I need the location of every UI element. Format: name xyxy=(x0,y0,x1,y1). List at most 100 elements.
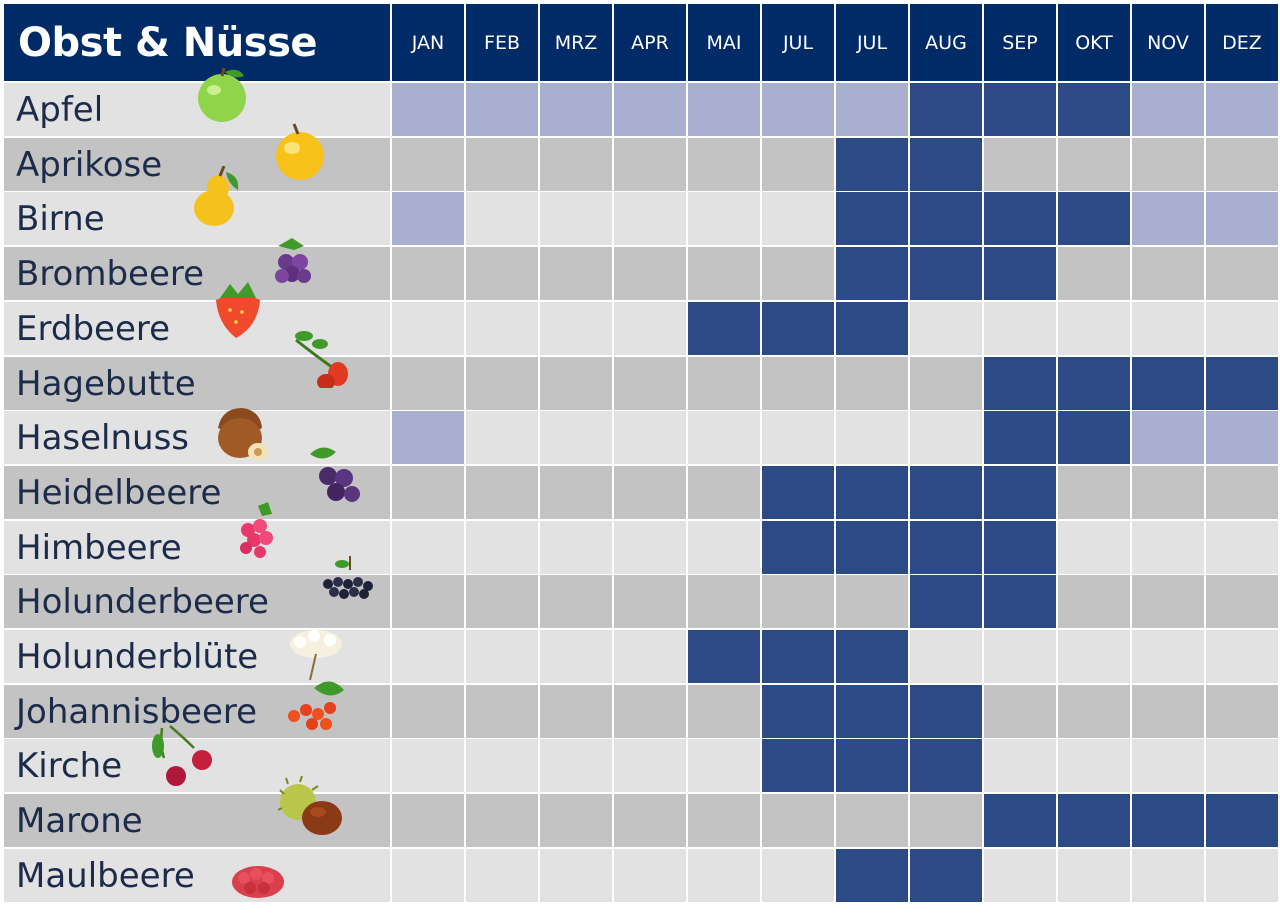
season-cell-13-3 xyxy=(540,739,612,792)
season-cell-11-2 xyxy=(466,630,538,683)
season-cell-12-12 xyxy=(1206,685,1278,738)
currant-icon xyxy=(288,681,344,730)
chestnut-icon xyxy=(278,775,342,835)
season-cell-2-4 xyxy=(614,138,686,191)
season-cell-9-2 xyxy=(466,521,538,574)
blackberry-icon xyxy=(275,238,311,283)
season-cell-13-4 xyxy=(614,739,686,792)
season-cell-11-11 xyxy=(1132,630,1204,683)
season-cell-15-11 xyxy=(1132,849,1204,902)
season-cell-15-4 xyxy=(614,849,686,902)
season-cell-4-12 xyxy=(1206,247,1278,300)
season-cell-1-1 xyxy=(392,83,464,136)
season-cell-14-3 xyxy=(540,794,612,847)
season-cell-5-11 xyxy=(1132,302,1204,355)
season-cell-8-12 xyxy=(1206,466,1278,519)
season-cell-3-9 xyxy=(984,192,1056,245)
season-cell-5-7 xyxy=(836,302,908,355)
season-cell-4-7 xyxy=(836,247,908,300)
season-cell-9-7 xyxy=(836,521,908,574)
row-label-15: Maulbeere xyxy=(4,849,390,902)
month-header-3: MRZ xyxy=(540,4,612,81)
season-cell-4-4 xyxy=(614,247,686,300)
season-cell-2-2 xyxy=(466,138,538,191)
season-cell-10-9 xyxy=(984,575,1056,628)
season-cell-13-6 xyxy=(762,739,834,792)
season-cell-8-4 xyxy=(614,466,686,519)
season-cell-6-11 xyxy=(1132,357,1204,410)
season-cell-11-6 xyxy=(762,630,834,683)
season-cell-8-10 xyxy=(1058,466,1130,519)
season-cell-13-1 xyxy=(392,739,464,792)
season-cell-15-2 xyxy=(466,849,538,902)
month-header-8: AUG xyxy=(910,4,982,81)
season-cell-3-6 xyxy=(762,192,834,245)
month-header-4: APR xyxy=(614,4,686,81)
season-cell-1-6 xyxy=(762,83,834,136)
season-cell-13-11 xyxy=(1132,739,1204,792)
season-cell-14-7 xyxy=(836,794,908,847)
season-cell-10-10 xyxy=(1058,575,1130,628)
season-cell-6-12 xyxy=(1206,357,1278,410)
season-cell-5-12 xyxy=(1206,302,1278,355)
season-cell-12-1 xyxy=(392,685,464,738)
season-cell-14-11 xyxy=(1132,794,1204,847)
month-header-5: MAI xyxy=(688,4,760,81)
season-cell-5-9 xyxy=(984,302,1056,355)
elderflower-icon xyxy=(290,630,342,681)
season-cell-6-5 xyxy=(688,357,760,410)
season-cell-12-3 xyxy=(540,685,612,738)
season-cell-8-8 xyxy=(910,466,982,519)
month-header-7: JUL xyxy=(836,4,908,81)
season-cell-3-2 xyxy=(466,192,538,245)
season-cell-6-2 xyxy=(466,357,538,410)
season-cell-12-9 xyxy=(984,685,1056,738)
season-cell-2-3 xyxy=(540,138,612,191)
season-cell-2-11 xyxy=(1132,138,1204,191)
row-label-4: Brombeere xyxy=(4,247,390,300)
season-cell-11-1 xyxy=(392,630,464,683)
season-cell-15-12 xyxy=(1206,849,1278,902)
season-cell-8-5 xyxy=(688,466,760,519)
season-cell-6-6 xyxy=(762,357,834,410)
season-cell-11-10 xyxy=(1058,630,1130,683)
season-cell-13-9 xyxy=(984,739,1056,792)
season-cell-9-4 xyxy=(614,521,686,574)
season-cell-5-3 xyxy=(540,302,612,355)
season-cell-10-5 xyxy=(688,575,760,628)
season-cell-8-11 xyxy=(1132,466,1204,519)
season-cell-7-1 xyxy=(392,411,464,464)
season-cell-15-3 xyxy=(540,849,612,902)
season-cell-3-1 xyxy=(392,192,464,245)
season-cell-2-7 xyxy=(836,138,908,191)
season-cell-6-1 xyxy=(392,357,464,410)
season-cell-5-1 xyxy=(392,302,464,355)
season-cell-15-7 xyxy=(836,849,908,902)
season-cell-4-8 xyxy=(910,247,982,300)
season-cell-12-5 xyxy=(688,685,760,738)
row-label-8: Heidelbeere xyxy=(4,466,390,519)
season-cell-4-10 xyxy=(1058,247,1130,300)
season-cell-3-12 xyxy=(1206,192,1278,245)
season-cell-10-3 xyxy=(540,575,612,628)
season-cell-3-5 xyxy=(688,192,760,245)
season-cell-4-2 xyxy=(466,247,538,300)
season-cell-3-10 xyxy=(1058,192,1130,245)
season-cell-10-2 xyxy=(466,575,538,628)
apple-icon xyxy=(198,67,246,122)
season-cell-7-6 xyxy=(762,411,834,464)
season-cell-14-8 xyxy=(910,794,982,847)
season-cell-12-11 xyxy=(1132,685,1204,738)
season-cell-2-5 xyxy=(688,138,760,191)
season-cell-1-2 xyxy=(466,83,538,136)
season-cell-15-5 xyxy=(688,849,760,902)
season-cell-9-9 xyxy=(984,521,1056,574)
season-cell-2-6 xyxy=(762,138,834,191)
strawberry-icon xyxy=(216,282,260,338)
season-cell-8-6 xyxy=(762,466,834,519)
season-cell-12-10 xyxy=(1058,685,1130,738)
season-cell-10-6 xyxy=(762,575,834,628)
season-cell-9-3 xyxy=(540,521,612,574)
season-cell-1-8 xyxy=(910,83,982,136)
season-cell-6-7 xyxy=(836,357,908,410)
